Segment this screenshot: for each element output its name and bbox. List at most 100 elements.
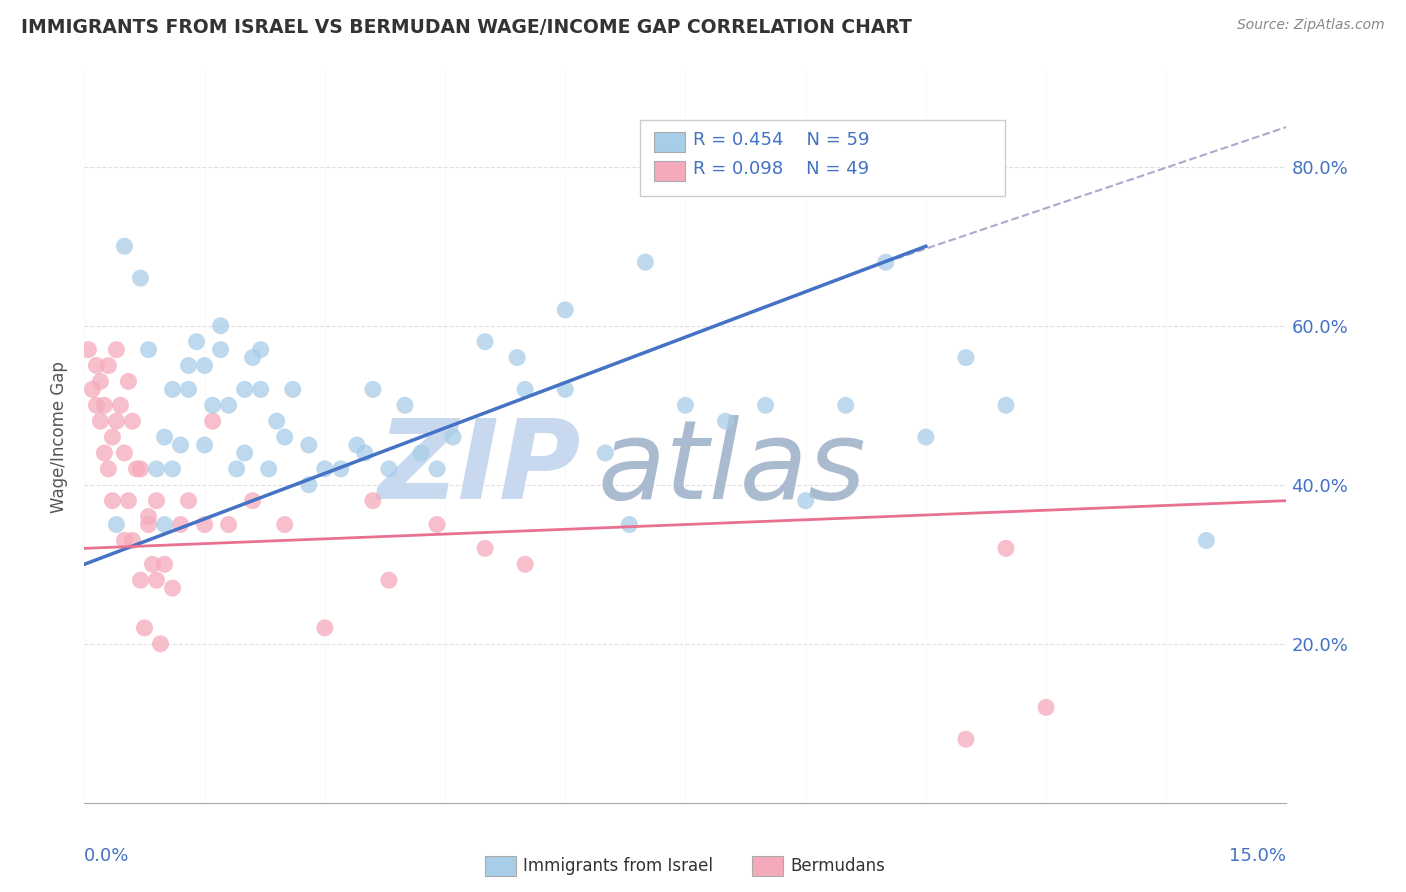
Point [354,446,377,460]
Point [409,446,432,460]
Point [162,581,184,595]
Point [153,430,176,444]
Point [162,383,184,397]
Point [314,462,336,476]
Point [995,398,1018,412]
Text: 0.0%: 0.0% [84,847,129,864]
Point [97,359,120,373]
Point [89,375,111,389]
Point [177,493,200,508]
Point [298,477,321,491]
Point [554,383,576,397]
Point [515,383,537,397]
Point [995,541,1018,556]
Point [955,732,977,747]
Point [86,359,108,373]
Point [361,383,384,397]
Point [129,462,152,476]
Point [378,462,401,476]
Point [138,343,160,357]
Y-axis label: Wage/Income Gap: Wage/Income Gap [51,361,69,513]
Point [515,558,537,572]
Point [233,383,256,397]
Point [86,398,108,412]
Point [474,334,496,349]
Text: IMMIGRANTS FROM ISRAEL VS BERMUDAN WAGE/INCOME GAP CORRELATION CHART: IMMIGRANTS FROM ISRAEL VS BERMUDAN WAGE/… [21,18,912,37]
Point [138,509,160,524]
Text: R = 0.098    N = 49: R = 0.098 N = 49 [693,161,869,178]
Point [474,541,496,556]
Point [266,414,288,428]
Point [794,493,817,508]
Point [121,414,143,428]
Point [361,493,384,508]
Point [101,493,124,508]
Point [249,343,271,357]
Point [634,255,657,269]
Point [129,573,152,587]
Point [141,558,163,572]
Text: 15.0%: 15.0% [1229,847,1286,864]
Point [233,446,256,460]
Point [298,438,321,452]
Point [225,462,247,476]
Point [915,430,938,444]
Point [194,359,217,373]
Point [755,398,778,412]
Point [105,343,128,357]
Point [117,375,139,389]
Point [121,533,143,548]
Point [177,383,200,397]
Point [875,255,897,269]
Point [218,517,240,532]
Point [114,533,135,548]
Point [145,573,167,587]
Point [281,383,304,397]
Point [314,621,336,635]
Point [378,573,401,587]
Point [1035,700,1057,714]
Point [619,517,641,532]
Point [201,398,224,412]
Point [506,351,529,365]
Point [93,398,115,412]
Point [257,462,280,476]
Point [274,517,297,532]
Text: Source: ZipAtlas.com: Source: ZipAtlas.com [1237,18,1385,32]
Point [955,351,977,365]
Point [209,343,232,357]
Point [134,621,156,635]
Point [209,318,232,333]
Point [117,493,139,508]
Point [105,414,128,428]
Point [145,462,167,476]
Point [1195,533,1218,548]
Point [249,383,271,397]
Point [394,398,416,412]
Point [105,517,128,532]
Point [145,493,167,508]
Point [138,517,160,532]
Text: Bermudans: Bermudans [790,857,884,875]
Point [129,271,152,285]
Point [125,462,148,476]
Point [169,438,191,452]
Point [153,558,176,572]
Point [93,446,115,460]
Point [426,517,449,532]
Point [201,414,224,428]
Point [441,430,464,444]
Point [77,343,100,357]
Point [153,517,176,532]
Point [194,438,217,452]
Point [242,493,264,508]
Text: atlas: atlas [598,416,866,523]
Text: Immigrants from Israel: Immigrants from Israel [523,857,713,875]
Point [101,430,124,444]
Point [97,462,120,476]
Point [714,414,737,428]
Point [595,446,617,460]
Point [218,398,240,412]
Point [675,398,697,412]
Point [89,414,111,428]
